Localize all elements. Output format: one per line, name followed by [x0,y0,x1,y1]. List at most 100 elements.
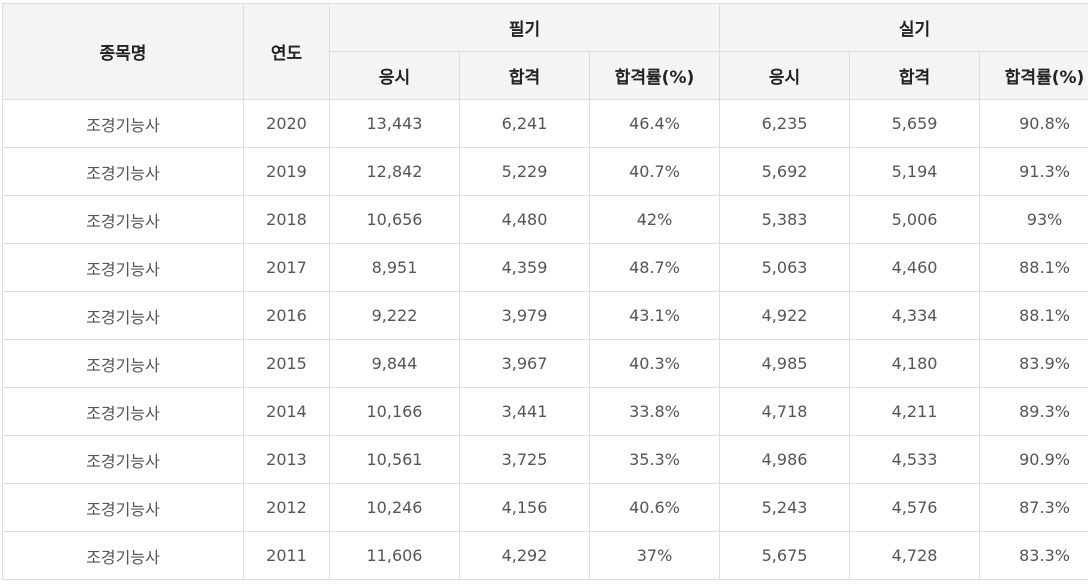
cell-practical-passed: 5,659 [849,99,981,148]
cell-practical-passed: 5,194 [849,147,981,196]
table-row: 조경기능사 2013 10,561 3,725 35.3% 4,986 4,533 90.9% [2,435,1088,484]
cell-written-applicants: 10,166 [329,387,460,436]
cell-name: 조경기능사 [2,531,244,580]
cell-practical-passed: 4,334 [849,291,981,340]
cell-name: 조경기능사 [2,435,244,484]
cell-practical-applicants: 5,675 [719,531,851,580]
cell-written-passed: 3,967 [459,339,590,388]
cell-practical-passed: 4,460 [849,243,981,292]
cell-practical-applicants: 4,922 [719,291,851,340]
cell-practical-applicants: 4,986 [719,435,851,484]
cell-practical-applicants: 5,063 [719,243,851,292]
table-header: 종목명 연도 필기 실기 응시 합격 합격률(%) 응시 합격 합격률(%) [2,3,1088,100]
cell-practical-passed: 4,533 [849,435,981,484]
cell-written-applicants: 10,246 [329,483,460,532]
cell-year: 2011 [243,531,330,580]
cell-year: 2013 [243,435,330,484]
cell-name: 조경기능사 [2,99,244,148]
cell-practical-applicants: 5,692 [719,147,851,196]
cell-name: 조경기능사 [2,195,244,244]
cell-written-passed: 4,359 [459,243,590,292]
cell-written-applicants: 9,844 [329,339,460,388]
cell-written-pass-rate: 37% [588,531,721,580]
cell-written-pass-rate: 33.8% [588,387,721,436]
cell-written-passed: 6,241 [459,99,590,148]
cell-name: 조경기능사 [2,291,244,340]
header-practical: 실기 [719,3,1088,52]
cell-written-passed: 4,292 [459,531,590,580]
cell-practical-pass-rate: 90.9% [979,435,1088,484]
header-row-top: 종목명 연도 필기 실기 [2,3,1088,100]
cell-written-pass-rate: 40.3% [588,339,721,388]
cell-written-applicants: 10,656 [329,195,460,244]
cell-written-passed: 4,156 [459,483,590,532]
header-year: 연도 [243,3,330,100]
cell-name: 조경기능사 [2,147,244,196]
cell-name: 조경기능사 [2,243,244,292]
cell-practical-passed: 4,728 [849,531,981,580]
cell-written-pass-rate: 40.6% [588,483,721,532]
cell-year: 2017 [243,243,330,292]
table-row: 조경기능사 2011 11,606 4,292 37% 5,675 4,728 83.3% [2,531,1088,580]
table-row: 조경기능사 2020 13,443 6,241 46.4% 6,235 5,659 90.8% [2,99,1088,148]
header-practical-applicants: 응시 [719,51,851,100]
cell-practical-pass-rate: 88.1% [979,291,1088,340]
table-row: 조경기능사 2014 10,166 3,441 33.8% 4,718 4,211 89.3% [2,387,1088,436]
cell-name: 조경기능사 [2,483,244,532]
cell-written-pass-rate: 42% [588,195,721,244]
cell-written-applicants: 9,222 [329,291,460,340]
table-row: 조경기능사 2012 10,246 4,156 40.6% 5,243 4,576 87.3% [2,483,1088,532]
cell-year: 2012 [243,483,330,532]
table-row: 조경기능사 2019 12,842 5,229 40.7% 5,692 5,194 91.3% [2,147,1088,196]
table-row: 조경기능사 2016 9,222 3,979 43.1% 4,922 4,334 88.1% [2,291,1088,340]
table-body: 조경기능사 2020 13,443 6,241 46.4% 6,235 5,659 90.8%… [2,99,1088,580]
cell-practical-pass-rate: 83.9% [979,339,1088,388]
cell-written-applicants: 11,606 [329,531,460,580]
cell-year: 2015 [243,339,330,388]
cell-written-applicants: 13,443 [329,99,460,148]
exam-stats-table: 종목명 연도 필기 실기 응시 합격 합격률(%) 응시 합격 합격률(%) 조… [2,3,1088,580]
header-practical-passed: 합격 [849,51,981,100]
cell-written-pass-rate: 40.7% [588,147,721,196]
cell-year: 2020 [243,99,330,148]
cell-written-applicants: 8,951 [329,243,460,292]
header-written-pass-rate: 합격률(%) [588,51,721,100]
header-written-applicants: 응시 [329,51,460,100]
cell-practical-applicants: 4,985 [719,339,851,388]
cell-written-applicants: 12,842 [329,147,460,196]
cell-practical-pass-rate: 87.3% [979,483,1088,532]
header-name: 종목명 [2,3,244,100]
table-row: 조경기능사 2017 8,951 4,359 48.7% 5,063 4,460 88.1% [2,243,1088,292]
cell-practical-pass-rate: 83.3% [979,531,1088,580]
cell-name: 조경기능사 [2,387,244,436]
cell-year: 2018 [243,195,330,244]
cell-written-applicants: 10,561 [329,435,460,484]
cell-practical-applicants: 6,235 [719,99,851,148]
cell-practical-applicants: 5,383 [719,195,851,244]
cell-year: 2019 [243,147,330,196]
cell-practical-applicants: 4,718 [719,387,851,436]
cell-year: 2014 [243,387,330,436]
cell-name: 조경기능사 [2,339,244,388]
cell-written-passed: 3,725 [459,435,590,484]
cell-practical-passed: 4,211 [849,387,981,436]
cell-practical-passed: 4,576 [849,483,981,532]
cell-written-pass-rate: 48.7% [588,243,721,292]
header-written: 필기 [328,3,721,52]
header-practical-pass-rate: 합격률(%) [979,51,1088,100]
cell-year: 2016 [243,291,330,340]
cell-practical-pass-rate: 93% [979,195,1088,244]
cell-practical-pass-rate: 91.3% [979,147,1088,196]
header-written-passed: 합격 [459,51,590,100]
cell-written-passed: 5,229 [459,147,590,196]
cell-written-passed: 3,441 [459,387,590,436]
cell-written-pass-rate: 35.3% [588,435,721,484]
cell-practical-pass-rate: 89.3% [979,387,1088,436]
cell-practical-pass-rate: 90.8% [979,99,1088,148]
cell-written-pass-rate: 46.4% [588,99,721,148]
cell-written-pass-rate: 43.1% [588,291,721,340]
cell-practical-passed: 4,180 [849,339,981,388]
header-row-sub: 응시 합격 합격률(%) 응시 합격 합격률(%) [3,51,1088,100]
cell-written-passed: 4,480 [459,195,590,244]
cell-practical-applicants: 5,243 [719,483,851,532]
